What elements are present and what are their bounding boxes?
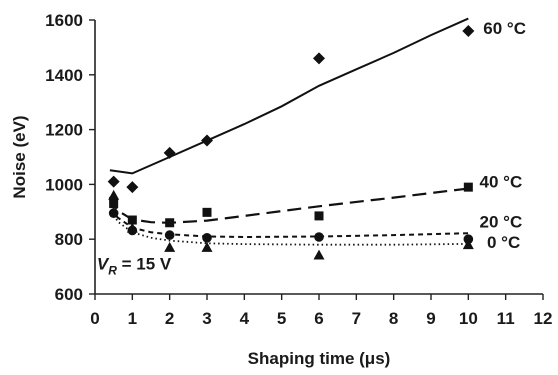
- data-point-circle: [164, 230, 175, 240]
- fit-line-circle: [108, 199, 469, 239]
- y-tick-label: 800: [55, 230, 83, 249]
- data-point-triangle: [126, 222, 138, 233]
- data-point-square: [314, 211, 324, 221]
- data-point-diamond: [201, 134, 213, 147]
- data-point-square: [463, 182, 473, 192]
- y-tick-label: 1000: [45, 175, 83, 194]
- data-point-triangle: [108, 189, 120, 200]
- x-tick-label: 2: [165, 309, 174, 328]
- data-point-diamond: [107, 175, 120, 188]
- x-tick-label: 8: [389, 309, 398, 328]
- x-tick-label: 6: [314, 309, 323, 328]
- fit-line-square: [108, 187, 469, 224]
- x-tick-label: 10: [459, 309, 478, 328]
- x-tick-label: 7: [352, 309, 361, 328]
- data-point-triangle: [164, 241, 176, 252]
- data-point-square: [127, 215, 137, 225]
- x-tick-label: 4: [240, 309, 250, 328]
- fit-lines: [108, 17, 469, 246]
- series-labels: 60 °C 40 °C 20 °C 0 °C: [480, 19, 526, 252]
- data-point-triangle: [462, 239, 474, 250]
- x-tick-label: 11: [497, 309, 515, 328]
- x-tick-label: 5: [277, 309, 286, 328]
- y-axis-title: Noise (eV): [10, 115, 29, 198]
- data-point-diamond: [163, 146, 176, 159]
- series-label-square: 40 °C: [480, 173, 523, 192]
- y-tick-label: 1400: [45, 66, 83, 85]
- y-tick-label: 600: [55, 285, 83, 304]
- x-axis-title: Shaping time (μs): [248, 349, 391, 368]
- y-tick-label: 1200: [45, 121, 83, 140]
- x-tick-label: 12: [534, 309, 553, 328]
- series-label-diamond: 60 °C: [483, 19, 526, 38]
- data-point-square: [202, 207, 212, 217]
- x-tick-label: 0: [90, 309, 99, 328]
- data-point-square: [109, 199, 119, 209]
- y-axis-ticks: 600 800 1000 1200 1400 1600: [45, 11, 95, 304]
- annotation-value: = 15 V: [117, 254, 172, 273]
- data-point-circle: [314, 232, 324, 242]
- data-point-diamond: [126, 181, 139, 194]
- annotation-symbol: V: [97, 254, 110, 273]
- data-markers: [107, 24, 475, 260]
- data-point-triangle: [201, 241, 213, 252]
- fit-line-diamond: [109, 17, 469, 175]
- x-axis-ticks: 0 1 2 3 4 5 6 7 8 9 10 11 12: [90, 294, 552, 328]
- data-point-circle: [202, 233, 212, 243]
- x-tick-label: 1: [128, 309, 137, 328]
- data-point-square: [165, 218, 175, 228]
- data-point-circle: [108, 208, 119, 218]
- reverse-voltage-annotation: VR = 15 V: [97, 254, 172, 277]
- y-tick-label: 1600: [45, 11, 83, 30]
- x-tick-label: 3: [202, 309, 211, 328]
- series-label-triangle: 0 °C: [487, 233, 520, 252]
- annotation-subscript: R: [108, 263, 117, 277]
- data-point-diamond: [462, 24, 475, 37]
- series-label-circle: 20 °C: [480, 212, 523, 231]
- data-point-triangle: [313, 249, 325, 260]
- data-point-diamond: [313, 52, 325, 65]
- x-tick-label: 9: [426, 309, 435, 328]
